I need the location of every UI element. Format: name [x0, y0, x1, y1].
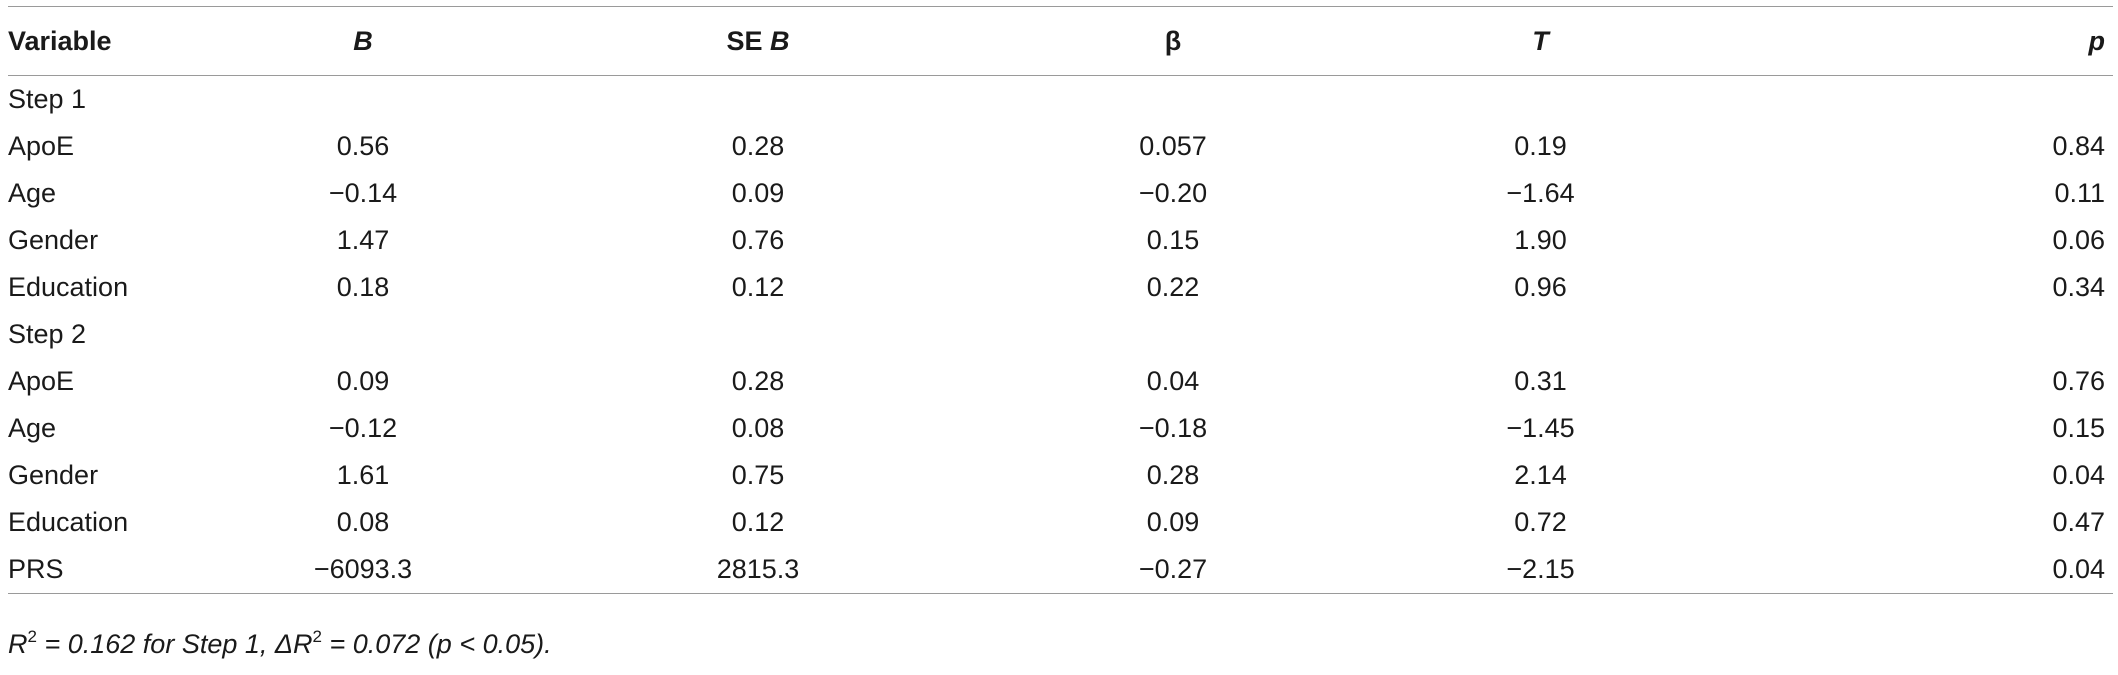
header-p: p	[1713, 6, 2113, 76]
cell-b: 1.61	[336, 460, 390, 491]
cell-p: 0.84	[2052, 130, 2105, 161]
cell-t: −1.45	[1506, 413, 1575, 444]
footnote-mid: = 0.162 for Step 1, ΔR	[36, 629, 313, 659]
cell-p: 0.06	[2052, 224, 2105, 255]
cell-se-b: 0.28	[731, 366, 785, 397]
cell-t: 0.19	[1514, 130, 1567, 161]
cell-se-b: 0.12	[731, 507, 785, 538]
cell-p	[1713, 76, 2113, 123]
footnote-tail: = 0.072 (p < 0.05).	[321, 629, 552, 659]
cell-variable: Age	[8, 177, 57, 208]
table-row: Age −0.12 0.08 −0.18 −1.45 0.15	[8, 405, 2113, 452]
cell-t: 1.90	[1514, 224, 1567, 255]
cell-beta: 0.057	[1139, 130, 1207, 161]
cell-t: 0.96	[1514, 271, 1567, 302]
cell-se-b: 0.75	[731, 460, 785, 491]
cell-b: 0.08	[336, 507, 390, 538]
cell-p: 0.76	[2052, 366, 2105, 397]
cell-se-b: 0.09	[731, 177, 785, 208]
cell-se-b: 0.12	[731, 271, 785, 302]
cell-b: −0.12	[328, 413, 398, 444]
cell-p: 0.34	[2052, 271, 2105, 302]
table-row: Step 1	[8, 76, 2113, 123]
cell-t	[1368, 311, 1713, 358]
cell-p: 0.47	[2052, 507, 2105, 538]
table-row: Step 2	[8, 311, 2113, 358]
header-row: Variable B SE B β T p	[8, 6, 2113, 76]
cell-b: 1.47	[336, 224, 390, 255]
cell-se-b: 0.28	[731, 130, 785, 161]
cell-variable: Age	[8, 413, 57, 444]
cell-beta: −0.18	[1138, 413, 1208, 444]
cell-b	[188, 76, 538, 123]
cell-beta: 0.09	[1146, 507, 1200, 538]
cell-t: −2.15	[1368, 546, 1713, 595]
table-row: Education 0.18 0.12 0.22 0.96 0.34	[8, 264, 2113, 311]
header-se-b-letter: B	[770, 25, 790, 56]
cell-variable: Gender	[8, 224, 99, 255]
footnote-sup-2: 2	[312, 627, 322, 646]
table-row: Age −0.14 0.09 −0.20 −1.64 0.11	[8, 170, 2113, 217]
cell-se-b	[538, 76, 978, 123]
cell-beta: −0.27	[978, 546, 1368, 595]
cell-variable: PRS	[8, 546, 188, 595]
header-b: B	[188, 6, 538, 76]
cell-b: 0.09	[336, 366, 390, 397]
table-footnote: R2 = 0.162 for Step 1, ΔR2 = 0.072 (p < …	[8, 627, 552, 660]
cell-t: 0.72	[1514, 507, 1567, 538]
cell-p: 0.04	[2052, 460, 2105, 491]
cell-b: −0.14	[328, 177, 398, 208]
cell-b: −6093.3	[188, 546, 538, 595]
cell-p	[1713, 311, 2113, 358]
cell-beta: 0.22	[1146, 271, 1200, 302]
header-t: T	[1368, 6, 1713, 76]
cell-beta: −0.20	[1138, 177, 1208, 208]
header-variable: Variable	[8, 6, 188, 76]
table-row: Gender 1.47 0.76 0.15 1.90 0.06	[8, 217, 2113, 264]
cell-b	[188, 311, 538, 358]
cell-variable: ApoE	[8, 130, 75, 161]
cell-t: −1.64	[1506, 177, 1575, 208]
cell-p: 0.15	[2052, 413, 2105, 444]
header-se-b: SE B	[538, 6, 978, 76]
table-row: Gender 1.61 0.75 0.28 2.14 0.04	[8, 452, 2113, 499]
cell-b: 0.56	[336, 130, 390, 161]
footnote-r: R	[8, 629, 28, 659]
table-row: Education 0.08 0.12 0.09 0.72 0.47	[8, 499, 2113, 546]
regression-table: Variable B SE B β T p Step 1 ApoE 0.56 0.28…	[8, 6, 2113, 595]
header-beta: β	[978, 6, 1368, 76]
cell-p: 0.04	[1713, 546, 2113, 595]
footnote-sup-1: 2	[27, 627, 37, 646]
cell-se-b	[538, 311, 978, 358]
cell-beta: 0.15	[1146, 224, 1200, 255]
table-row: ApoE 0.09 0.28 0.04 0.31 0.76	[8, 358, 2113, 405]
table-row: ApoE 0.56 0.28 0.057 0.19 0.84	[8, 123, 2113, 170]
cell-variable: Step 1	[8, 83, 87, 114]
cell-se-b: 0.08	[731, 413, 785, 444]
cell-t	[1368, 76, 1713, 123]
cell-variable: Education	[8, 271, 129, 302]
cell-beta: 0.28	[1146, 460, 1200, 491]
cell-se-b: 0.76	[731, 224, 785, 255]
cell-t: 0.31	[1514, 366, 1567, 397]
cell-variable: Education	[8, 507, 129, 538]
cell-beta: 0.04	[1146, 366, 1200, 397]
cell-se-b: 2815.3	[538, 546, 978, 595]
table-row: PRS −6093.3 2815.3 −0.27 −2.15 0.04	[8, 546, 2113, 595]
cell-variable: Gender	[8, 460, 99, 491]
cell-beta	[978, 76, 1368, 123]
header-se-prefix: SE	[726, 25, 771, 56]
cell-beta	[978, 311, 1368, 358]
cell-b: 0.18	[336, 271, 390, 302]
cell-variable: ApoE	[8, 366, 75, 397]
cell-t: 2.14	[1514, 460, 1567, 491]
cell-p: 0.11	[2054, 177, 2105, 208]
cell-variable: Step 2	[8, 319, 87, 350]
